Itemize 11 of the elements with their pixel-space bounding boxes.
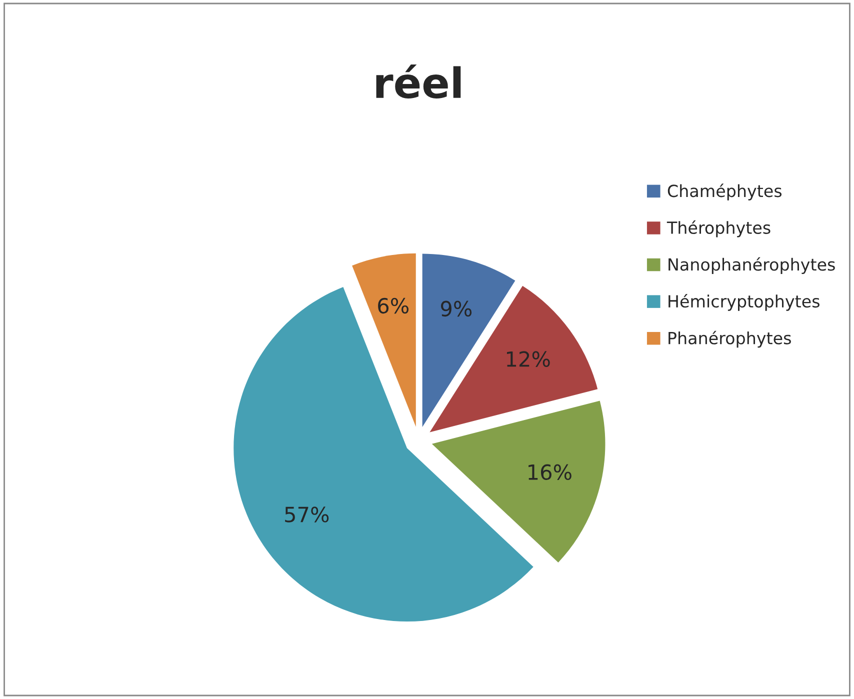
data-label: 16% bbox=[528, 464, 572, 480]
data-label: 9% bbox=[440, 300, 472, 317]
chart-title: réel bbox=[376, 64, 461, 98]
data-label: 12% bbox=[506, 351, 550, 367]
legend-label: Nanophanérophytes bbox=[668, 257, 835, 274]
legend-label: Thérophytes bbox=[666, 220, 770, 238]
legend-label: Chaméphytes bbox=[668, 184, 782, 200]
legend-label: Hémicryptophytes bbox=[668, 294, 820, 311]
data-label: 6% bbox=[378, 298, 408, 314]
data-label: 57% bbox=[285, 506, 329, 522]
legend-label: Phanérophytes bbox=[668, 330, 791, 348]
